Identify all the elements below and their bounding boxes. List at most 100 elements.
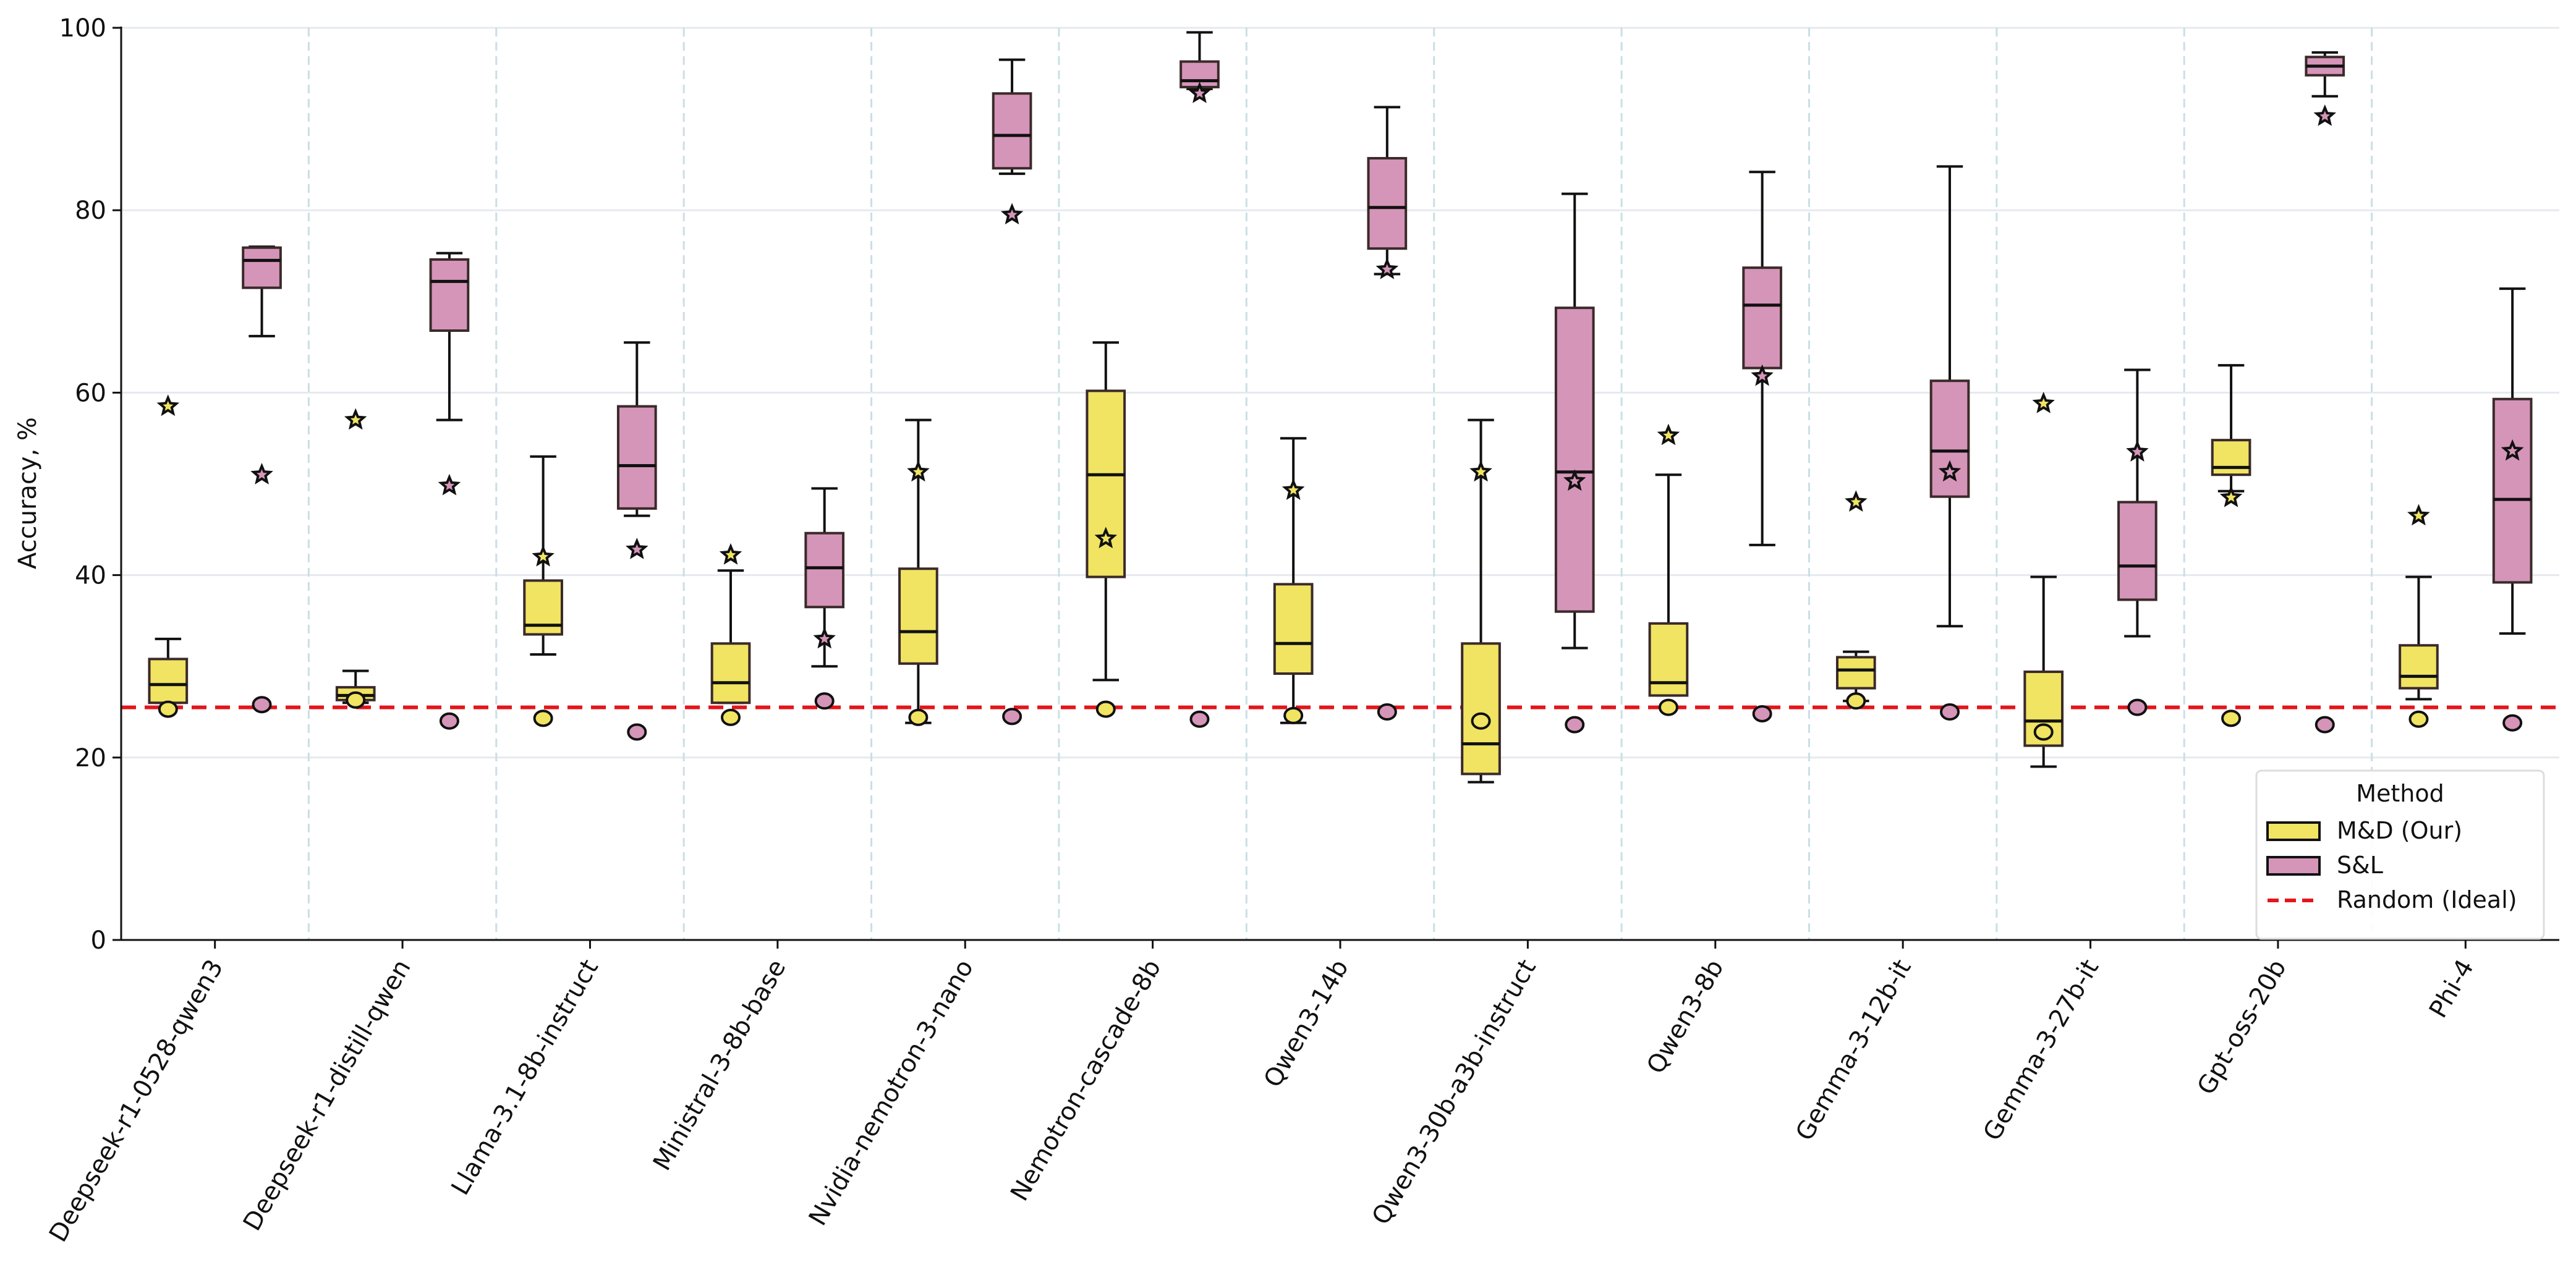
box-group xyxy=(242,245,282,714)
box-group xyxy=(2399,504,2439,728)
box-group xyxy=(1273,437,1314,724)
box-group xyxy=(2305,51,2345,734)
legend-swatch xyxy=(2266,821,2321,841)
star-marker xyxy=(250,462,273,485)
y-tick-label: 80 xyxy=(75,197,106,225)
star-marker xyxy=(2501,439,2524,461)
box-group xyxy=(1742,171,1782,722)
iqr-box xyxy=(2211,439,2251,476)
iqr-box xyxy=(992,92,1032,170)
box-group xyxy=(898,418,938,726)
box-group xyxy=(2492,287,2533,732)
iqr-box xyxy=(1835,656,1876,690)
circle-marker xyxy=(1565,716,1585,734)
iqr-box xyxy=(1929,379,1970,498)
circle-marker xyxy=(2502,714,2523,732)
star-marker xyxy=(1751,364,1774,386)
iqr-box xyxy=(148,658,189,705)
iqr-box xyxy=(1086,389,1126,578)
iqr-box xyxy=(616,405,657,510)
x-tick-label: Phi-4 xyxy=(2424,955,2480,1023)
circle-marker xyxy=(1846,692,1866,710)
star-marker xyxy=(1188,82,1211,103)
box-group xyxy=(1835,490,1876,710)
legend-label: M&D (Our) xyxy=(2337,817,2462,844)
circle-marker xyxy=(2408,710,2429,728)
box-group xyxy=(2117,368,2157,716)
circle-marker xyxy=(252,696,272,714)
x-tick-label: Gemma-3-12b-it xyxy=(1790,955,1917,1146)
star-marker xyxy=(2126,440,2149,462)
box-group xyxy=(1180,31,1220,728)
iqr-box xyxy=(1273,583,1314,675)
circle-marker xyxy=(1658,698,1678,716)
star-marker xyxy=(1845,490,1868,512)
box-group xyxy=(804,487,845,710)
circle-marker xyxy=(439,712,459,730)
star-marker xyxy=(2032,391,2055,413)
star-marker xyxy=(2219,485,2243,507)
x-tick-label: Nemotron-cascade-8b xyxy=(1005,955,1167,1206)
circle-marker xyxy=(346,691,366,709)
legend-swatch xyxy=(2266,856,2321,876)
x-tick-label: Gpt-oss-20b xyxy=(2192,955,2292,1099)
box-group xyxy=(523,455,563,727)
star-marker xyxy=(1282,478,1305,500)
star-marker xyxy=(1375,257,1399,279)
star-marker xyxy=(532,544,555,567)
iqr-box xyxy=(1742,266,1782,370)
x-tick-label: Deepseek-r1-0528-qwen3 xyxy=(44,955,229,1247)
circle-marker xyxy=(1377,703,1397,721)
circle-marker xyxy=(2127,698,2148,716)
star-marker xyxy=(344,408,367,430)
circle-marker xyxy=(1752,705,1772,722)
star-marker xyxy=(907,460,930,482)
box-group xyxy=(710,543,751,726)
legend-frame xyxy=(2255,769,2545,940)
circle-marker xyxy=(814,692,835,710)
circle-marker xyxy=(2315,716,2335,734)
y-tick-label: 60 xyxy=(75,379,106,407)
y-axis-label: Accuracy, % xyxy=(14,417,42,569)
box-group xyxy=(992,58,1032,726)
box-group xyxy=(335,408,376,709)
x-tick-label: Qwen3-30b-a3b-instruct xyxy=(1367,955,1542,1230)
box-group xyxy=(1086,341,1126,718)
box-group xyxy=(1648,423,1689,716)
circle-marker xyxy=(158,700,178,718)
circle-marker xyxy=(1940,703,1960,721)
circle-marker xyxy=(533,709,553,727)
circle-marker xyxy=(2033,723,2054,741)
iqr-box xyxy=(429,258,470,332)
box-group xyxy=(616,341,657,741)
iqr-box xyxy=(1648,622,1689,697)
star-marker xyxy=(1657,423,1680,446)
x-tick-label: Deepseek-r1-distill-qwen xyxy=(238,955,417,1236)
iqr-box xyxy=(2117,501,2157,601)
box-group xyxy=(1461,418,1501,784)
y-tick-label: 100 xyxy=(59,14,106,43)
grid-lines xyxy=(121,27,2559,941)
iqr-box xyxy=(2492,397,2533,584)
boxes-layer xyxy=(148,31,2533,784)
y-tick-label: 40 xyxy=(75,562,106,590)
y-tick-label: 0 xyxy=(91,926,106,955)
star-marker xyxy=(2313,104,2337,126)
iqr-box xyxy=(898,567,938,665)
y-tick-label: 20 xyxy=(75,744,106,772)
star-marker xyxy=(1563,469,1586,491)
star-marker xyxy=(719,543,742,565)
box-group xyxy=(1929,165,1970,721)
circle-marker xyxy=(1283,706,1304,724)
legend: Method M&D (Our) S&L Random (Ideal) xyxy=(2255,769,2545,940)
iqr-box xyxy=(710,642,751,705)
circle-marker xyxy=(908,708,929,726)
box-group xyxy=(148,394,189,718)
legend-label: S&L xyxy=(2337,852,2383,879)
circle-marker xyxy=(721,708,741,726)
star-marker xyxy=(438,473,461,496)
iqr-box xyxy=(242,246,282,289)
box-group xyxy=(2211,364,2251,727)
x-tick-label: Nvidia-nemotron-3-nano xyxy=(804,955,979,1230)
